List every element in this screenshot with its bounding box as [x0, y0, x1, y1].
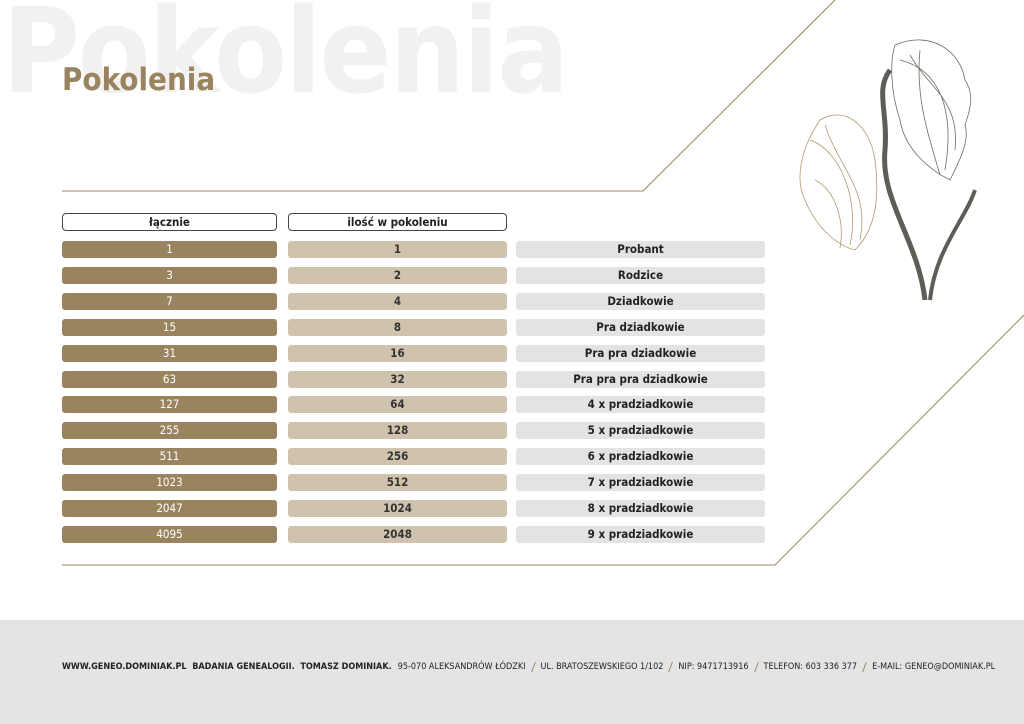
count-cell: 64	[288, 396, 507, 414]
generation-cell: Pra pra dziadkowie	[516, 344, 765, 362]
total-cell: 31	[62, 344, 277, 362]
footer-lead: WWW.GENEO.DOMINIAK.PL BADANIA GENEALOGII…	[62, 662, 392, 672]
total-cell: 255	[62, 422, 277, 440]
count-cell: 256	[288, 448, 507, 466]
total-cell: 1	[62, 241, 277, 258]
footer-item: E-MAIL: GENEO@DOMINIAK.PL	[872, 662, 996, 672]
column-header: ilość w pokoleniu	[288, 213, 507, 231]
count-cell: 16	[288, 344, 507, 362]
footer-item: TELEFON: 603 336 377	[763, 662, 858, 672]
generation-cell: Pra pra pra dziadkowie	[516, 370, 765, 388]
total-cell: 1023	[62, 474, 277, 492]
generation-cell: Probant	[516, 241, 765, 258]
count-cell: 2048	[288, 525, 507, 543]
footer-text: WWW.GENEO.DOMINIAK.PL BADANIA GENEALOGII…	[62, 662, 995, 672]
footer-item: UL. BRATOSZEWSKIEGO 1/102	[540, 662, 664, 672]
footer-item: NIP: 9471713916	[678, 662, 749, 672]
generation-cell: Rodzice	[516, 266, 765, 284]
count-cell: 4	[288, 292, 507, 310]
total-cell: 127	[62, 396, 277, 414]
generation-cell: 5 x pradziadkowie	[516, 422, 765, 440]
separator	[530, 662, 536, 672]
generation-cell: Pra dziadkowie	[516, 318, 765, 336]
separator	[862, 662, 867, 672]
count-cell: 128	[288, 422, 507, 440]
footer: WWW.GENEO.DOMINIAK.PL BADANIA GENEALOGII…	[0, 620, 1024, 724]
generation-cell: Dziadkowie	[516, 292, 765, 310]
total-cell: 2047	[62, 500, 277, 517]
generation-cell: 6 x pradziadkowie	[516, 448, 765, 466]
count-cell: 512	[288, 474, 507, 492]
generation-cell: 8 x pradziadkowie	[516, 500, 765, 517]
generation-cell: 4 x pradziadkowie	[516, 396, 765, 414]
count-cell: 1	[288, 241, 507, 258]
total-cell: 511	[62, 448, 277, 466]
total-cell: 3	[62, 266, 277, 284]
separator	[668, 662, 674, 672]
count-cell: 1024	[288, 500, 507, 517]
count-cell: 32	[288, 370, 507, 388]
generation-cell: 7 x pradziadkowie	[516, 474, 765, 492]
watermark: Pokolenia	[2, 0, 569, 120]
count-cell: 2	[288, 266, 507, 284]
total-cell: 4095	[62, 525, 277, 543]
total-cell: 7	[62, 292, 277, 310]
column-header: łącznie	[62, 213, 277, 231]
footer-item: 95-070 ALEKSANDRÓW ŁÓDZKI	[397, 662, 526, 672]
generation-cell: 9 x pradziadkowie	[516, 525, 765, 543]
separator	[753, 662, 759, 672]
title: Pokolenia	[62, 62, 216, 98]
count-cell: 8	[288, 318, 507, 336]
total-cell: 15	[62, 318, 277, 336]
total-cell: 63	[62, 370, 277, 388]
